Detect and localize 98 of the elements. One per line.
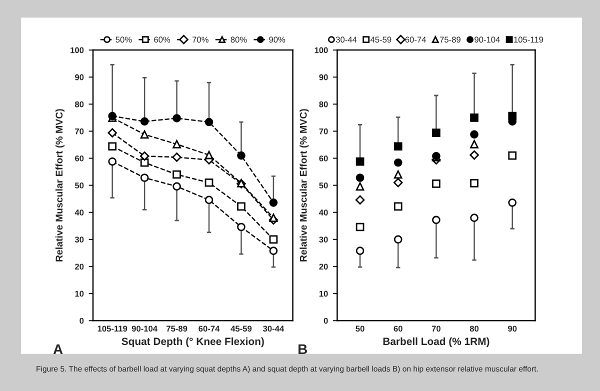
y-tick-label: 70 [75,128,84,134]
point [172,182,181,191]
point [108,142,117,151]
y-tick-label: 100 [314,47,328,54]
y-tick-label: 10 [319,290,328,297]
text: B [298,344,307,354]
legend-label: 45-59 [370,36,392,43]
point [172,170,181,179]
legend-label: 50% [116,36,132,43]
y-axis-title: Relative Muscular Effort (% MVC) [55,109,65,262]
legend-label: 90-104 [474,36,500,43]
point [108,128,117,138]
y-tick-label: 60 [75,155,84,162]
y-tick-label: 90 [319,74,328,80]
y-tick-label: 0 [80,318,84,324]
x-axis-title: Barbell Load (% 1RM) [383,337,490,348]
y-tick-label: 10 [75,290,84,297]
legend-label: 80% [230,36,247,43]
point [204,196,214,204]
point [204,118,214,126]
point [470,179,478,188]
y-tick-label: 80 [74,101,84,108]
point [269,214,278,222]
y-tick-label: 50 [74,182,84,188]
point [140,117,149,126]
point [470,214,478,222]
y-tick-label: 80 [319,101,328,108]
point [269,235,278,244]
y-tick-label: 20 [74,264,84,270]
legend-label: 30-44 [336,36,357,43]
point [204,150,214,160]
point [108,157,117,166]
x-tick-label: 30-44 [263,326,284,332]
point [432,180,440,188]
y-tick-label: 30 [74,236,84,243]
point [394,142,402,151]
point [356,222,364,232]
point [470,130,478,139]
point [356,246,364,255]
point [204,178,214,187]
x-tick-label: 90 [508,326,517,332]
point [140,158,149,167]
legend-label: 60-74 [405,36,426,43]
point [237,222,246,232]
y-tick-label: 70 [319,128,328,134]
point [470,140,478,148]
point [394,235,402,244]
point [432,128,440,138]
point [172,140,181,148]
legend-label: 60% [154,36,170,43]
y-tick-label: 20 [319,264,328,270]
point [508,151,517,160]
point [140,130,149,139]
y-axis-title: Relative Muscular Effort (% MVC) [300,109,309,262]
point [394,202,402,211]
x-tick-label: 60-74 [198,326,220,332]
point [237,151,246,160]
x-tick-label: 50 [356,326,364,332]
y-tick-label: 40 [319,210,328,216]
legend-label: 70% [192,36,208,43]
point [470,150,479,160]
y-tick-label: 40 [74,210,84,216]
point [356,174,364,182]
point [237,202,246,211]
x-tick-label: 105-119 [98,326,128,332]
x-tick-label: 90-104 [132,326,158,332]
point [394,170,402,179]
y-tick-label: 50 [319,182,328,188]
legend-label: 90% [269,36,286,43]
x-tick-label: 45-59 [230,326,252,332]
point [355,195,365,205]
x-tick-label: 70 [432,326,440,332]
point [508,198,517,207]
y-tick-label: 100 [70,47,84,54]
point [432,216,440,224]
legend-label: 105-119 [514,36,544,43]
point [356,182,364,191]
point [140,151,150,161]
x-tick-label: 80 [470,326,479,332]
y-tick-label: 0 [324,318,328,324]
point [172,152,182,162]
legend-label: 75-89 [440,36,460,43]
y-tick-label: 60 [319,155,328,162]
point [172,114,181,122]
y-tick-label: 30 [319,236,328,243]
x-tick-label: 60 [394,326,402,332]
point [356,157,364,166]
x-axis-title: Squat Depth (° Knee Flexion) [122,337,264,348]
point [394,178,403,188]
point [470,114,478,122]
y-tick-label: 90 [74,74,84,80]
text: A [53,344,63,354]
point [140,174,149,182]
point [508,112,517,120]
point [269,246,278,255]
point [269,198,278,207]
x-tick-label: 75-89 [166,326,188,332]
point [394,158,402,167]
